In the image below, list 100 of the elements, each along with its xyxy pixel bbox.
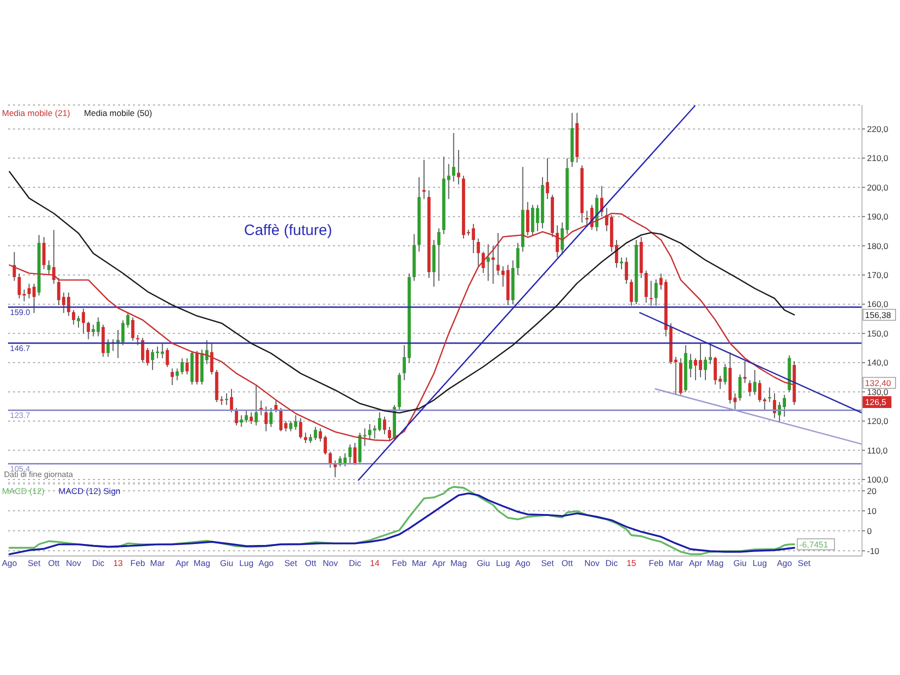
x-tick-label: Ago — [515, 558, 531, 568]
x-tick-label: Ott — [48, 558, 60, 568]
x-tick-label: Dic — [606, 558, 619, 568]
x-tick-label: Mar — [150, 558, 165, 568]
annotation: -6,7451 — [799, 539, 828, 550]
x-tick-label: Dic — [92, 558, 106, 568]
ref-line-label: 146.7 — [10, 344, 31, 353]
candlestick — [782, 394, 786, 418]
y-tick-label: 200,0 — [867, 182, 889, 192]
x-tick-label: Set — [798, 558, 812, 568]
x-tick-label: Giu — [733, 558, 747, 568]
candlestick — [264, 406, 268, 432]
x-tick-label: Apr — [176, 558, 189, 568]
y-tick-label: 130,0 — [867, 386, 889, 397]
text: MACD (12) — [2, 486, 45, 496]
ref-line-label: 123.7 — [10, 410, 31, 420]
x-tick-label: Dic — [348, 558, 362, 568]
candlestick — [694, 358, 698, 381]
candlestick — [28, 283, 31, 299]
candlestick — [314, 426, 318, 441]
candlestick — [47, 260, 50, 276]
candlestick — [156, 346, 160, 359]
x-tick-label: Feb — [130, 558, 146, 568]
candlestick — [136, 334, 140, 346]
y-tick-label: 180,0 — [867, 240, 889, 251]
candlestick — [150, 349, 154, 370]
candlestick — [353, 442, 357, 466]
text: Media mobile (50) — [84, 108, 152, 118]
candlestick — [131, 316, 134, 342]
candlestick — [52, 230, 56, 284]
x-tick-label: 13 — [113, 558, 124, 568]
candlestick — [556, 224, 559, 258]
y-tick-label: 190,0 — [867, 212, 889, 222]
x-tick-label: Set — [541, 558, 554, 568]
candlestick — [486, 244, 490, 282]
y-tick-label: 140,0 — [867, 358, 889, 368]
candlestick — [733, 392, 737, 410]
x-tick-label: 15 — [626, 558, 636, 568]
y-tick-label: 150,0 — [867, 328, 889, 338]
candlestick — [254, 384, 258, 426]
candlestick — [82, 308, 86, 334]
x-tick-label: Feb — [392, 558, 407, 568]
x-tick-label: Set — [28, 558, 42, 568]
ref-line-label: 159.0 — [10, 308, 31, 317]
x-tick-label: Apr — [688, 558, 702, 568]
x-tick-label: Nov — [66, 558, 82, 568]
candlestick — [422, 159, 426, 200]
candlestick — [620, 256, 624, 270]
x-tick-label: 14 — [370, 558, 380, 568]
y-tick-label: 0 — [867, 526, 872, 536]
candlestick — [304, 432, 308, 444]
y-tick-label: 220,0 — [867, 124, 889, 134]
x-tick-label: Mar — [412, 558, 427, 568]
text: MACD (12) Sign — [58, 486, 120, 496]
candlestick — [472, 223, 475, 254]
candlestick — [170, 368, 174, 386]
y-tick-label: 110,0 — [867, 445, 888, 456]
candlestick — [348, 444, 352, 464]
candlestick — [546, 158, 550, 200]
candlestick — [452, 132, 456, 182]
y-tick-label: 100,0 — [867, 474, 889, 485]
candlestick — [650, 280, 653, 306]
x-tick-label: Ago — [2, 558, 18, 568]
candlestick — [210, 342, 214, 375]
x-tick-label: Set — [284, 558, 298, 568]
candlestick — [536, 204, 540, 232]
annotation: 156,38 — [865, 310, 892, 320]
candlestick — [269, 407, 273, 428]
candlestick — [724, 364, 727, 386]
y-tick-label: 20 — [867, 486, 877, 496]
text: Media mobile (21) — [2, 108, 70, 118]
candlestick — [166, 348, 169, 368]
candlestick — [382, 416, 386, 435]
candlestick — [250, 412, 253, 424]
candlestick — [624, 256, 628, 284]
candlestick — [185, 358, 189, 375]
candlestick — [501, 266, 505, 288]
x-tick-label: Mag — [707, 558, 724, 568]
y-tick-label: 210,0 — [867, 153, 889, 164]
candlestick — [482, 251, 485, 274]
y-tick-label: 10 — [867, 506, 877, 516]
x-tick-label: Nov — [584, 558, 600, 568]
candlestick — [42, 236, 46, 270]
candlestick — [86, 321, 90, 340]
x-tick-label: Giu — [476, 558, 490, 568]
x-tick-label: Lug — [496, 558, 510, 568]
y-tick-label: 120,0 — [867, 416, 889, 426]
x-tick-label: Mag — [450, 558, 468, 568]
y-tick-label: 160,0 — [867, 299, 889, 310]
x-tick-label: Mag — [194, 558, 210, 568]
candlestick — [698, 342, 702, 378]
candlestick — [768, 386, 772, 403]
candlestick — [437, 228, 440, 282]
candlestick — [659, 273, 663, 290]
annotation: 126,5 — [865, 397, 887, 408]
x-tick-label: Ago — [776, 558, 792, 568]
x-tick-label: Mar — [668, 558, 684, 568]
candlestick — [328, 451, 332, 468]
candlestick — [230, 388, 234, 413]
annotation: 132,40 — [865, 378, 892, 388]
